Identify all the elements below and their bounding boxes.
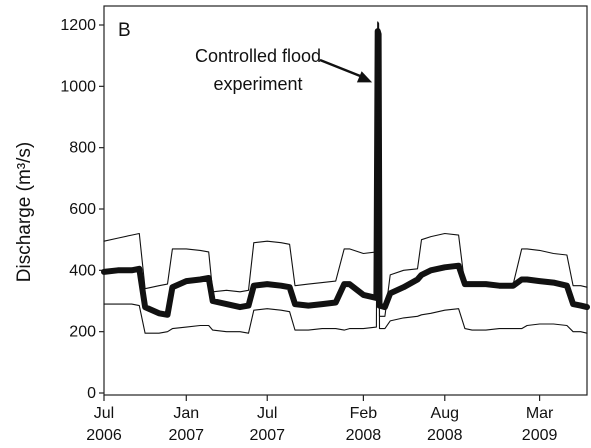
x-axis: Jul 2006 Jan 2007 Jul 2007 Feb 2008 Aug 2008 Mar 20… — [86, 395, 557, 444]
y-axis: 0 200 400 600 800 1000 1200 — [60, 17, 104, 402]
y-axis-title: Discharge (m³/s) — [14, 142, 35, 282]
annotation-text-line-2: experiment — [213, 74, 302, 94]
y-tick-label: 800 — [69, 140, 96, 157]
annotation: Controlled flood experiment — [195, 46, 373, 94]
y-tick-label: 0 — [87, 385, 96, 402]
series-layer — [101, 21, 590, 334]
y-tick-label: 600 — [69, 201, 96, 218]
annotation-arrow-shaft — [319, 58, 367, 80]
panel-label: B — [118, 20, 131, 41]
y-tick-label: 1200 — [60, 17, 96, 34]
x-tick-label-year: 2008 — [427, 427, 463, 444]
x-tick-label-year: 2007 — [168, 427, 204, 444]
series-line-daily-maximum — [103, 21, 588, 317]
annotation-arrow-head — [356, 71, 373, 83]
x-tick-label-month: Aug — [431, 405, 459, 422]
series-line-daily-minimum — [103, 39, 588, 334]
plot-frame — [103, 5, 588, 396]
y-tick-label: 400 — [69, 262, 96, 279]
y-tick-label: 1000 — [60, 78, 96, 95]
annotation-text-line-1: Controlled flood — [195, 46, 321, 66]
x-tick-label-month: Jul — [257, 405, 277, 422]
series-line-daily-mean — [101, 28, 590, 318]
x-tick-label-month: Jul — [94, 405, 114, 422]
x-tick-label-month: Feb — [350, 405, 378, 422]
x-tick-label-year: 2007 — [249, 427, 285, 444]
x-tick-label-year: 2006 — [86, 427, 122, 444]
x-tick-label-year: 2008 — [346, 427, 382, 444]
x-tick-label-month: Mar — [526, 405, 554, 422]
y-tick-label: 200 — [69, 324, 96, 341]
x-tick-label-month: Jan — [173, 405, 199, 422]
x-tick-label-year: 2009 — [522, 427, 558, 444]
